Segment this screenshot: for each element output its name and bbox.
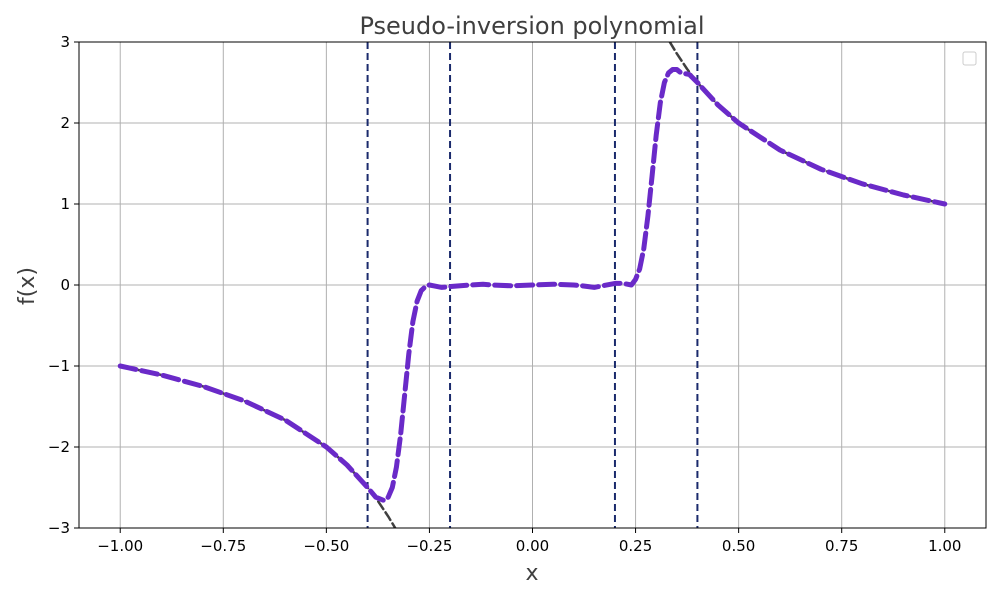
y-tick-label: −1 [48, 357, 70, 375]
chart-title: Pseudo-inversion polynomial [359, 12, 704, 40]
y-tick-label: 0 [60, 276, 70, 294]
x-tick-label: 0.50 [722, 537, 755, 555]
x-tick-label: −0.25 [406, 537, 452, 555]
x-ticks-layer: −1.00 −0.75 −0.50 −0.25 0.00 0.25 0.50 0.75 1.00 [97, 528, 961, 555]
y-axis-label: f(x) [15, 267, 40, 305]
x-tick-label: 0.25 [619, 537, 652, 555]
y-tick-label: −2 [48, 438, 70, 456]
y-tick-label: 3 [60, 33, 70, 51]
x-axis-label: x [525, 561, 538, 586]
x-tick-label: −0.75 [200, 537, 246, 555]
x-tick-label: −1.00 [97, 537, 143, 555]
x-tick-label: −0.50 [303, 537, 349, 555]
x-tick-label: 0.75 [825, 537, 858, 555]
x-tick-label: 1.00 [928, 537, 961, 555]
y-tick-label: 2 [60, 114, 70, 132]
y-ticks-layer: −3 −2 −1 0 1 2 3 [48, 33, 79, 537]
x-tick-label: 0.00 [516, 537, 549, 555]
y-tick-label: −3 [48, 519, 70, 537]
legend-box [962, 51, 977, 66]
series-layer [117, 42, 948, 528]
y-tick-label: 1 [60, 195, 70, 213]
polynomial-series-line [117, 67, 948, 503]
